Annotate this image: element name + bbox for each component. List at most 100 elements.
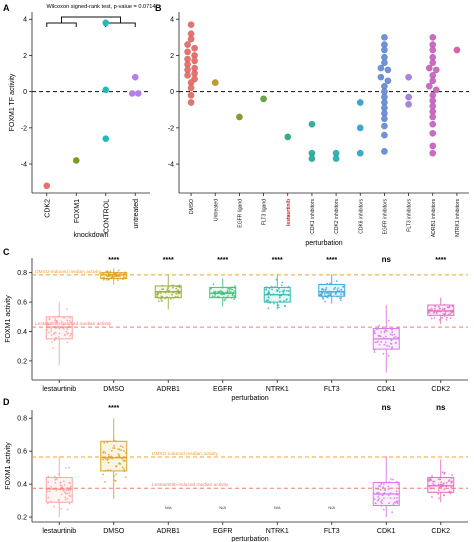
jitter-point-flt3 bbox=[324, 300, 326, 303]
jitter-point-lestaurtinib bbox=[66, 308, 68, 311]
jitter-point-lestaurtinib bbox=[66, 508, 69, 511]
jitter-point-dmso bbox=[102, 278, 105, 281]
jitter-point-ntrk1 bbox=[273, 302, 275, 305]
jitter-point-cdk1 bbox=[374, 502, 377, 505]
jitter-point-ntrk1 bbox=[267, 299, 270, 302]
jitter-point-cdk2 bbox=[449, 312, 452, 315]
jitter-point-cdk1 bbox=[374, 341, 377, 344]
jitter-point-ntrk1 bbox=[266, 293, 268, 296]
chart-title: Wilcoxon signed-rank test, p-value = 0.0… bbox=[47, 4, 156, 10]
jitter-point-cdk2 bbox=[432, 480, 434, 483]
jitter-point-cdk1 bbox=[387, 494, 390, 497]
jitter-point-cdk2 bbox=[450, 482, 453, 484]
jitter-point-lestaurtinib bbox=[68, 466, 70, 469]
jitter-point-flt3 bbox=[328, 294, 330, 297]
jitter-point-adrb1 bbox=[161, 296, 164, 299]
data-point-foxm1 bbox=[72, 157, 80, 164]
jitter-point-cdk1 bbox=[388, 481, 391, 484]
y-axis-label: FOXM1 TF activity bbox=[9, 73, 16, 131]
jitter-point-egfr bbox=[233, 286, 236, 289]
jitter-point-adrb1 bbox=[174, 296, 177, 298]
jitter-point-lestaurtinib bbox=[64, 498, 67, 501]
jitter-point-cdk1 bbox=[388, 502, 390, 505]
jitter-point-cdk1 bbox=[380, 504, 383, 507]
data-point-untreated bbox=[128, 90, 136, 97]
jitter-point-ntrk1 bbox=[265, 286, 268, 289]
x-tick-label: CDK2 bbox=[44, 199, 51, 218]
x-tick-label: FOXM1 bbox=[74, 199, 81, 223]
jitter-point-dmso bbox=[112, 447, 114, 449]
jitter-point-egfr bbox=[230, 291, 232, 294]
jitter-point-lestaurtinib bbox=[48, 318, 51, 321]
jitter-point-egfr bbox=[223, 293, 226, 296]
jitter-point-cdk1 bbox=[387, 485, 390, 488]
jitter-point-cdk1 bbox=[391, 328, 393, 331]
jitter-point-cdk2 bbox=[442, 485, 445, 487]
jitter-point-lestaurtinib bbox=[58, 501, 61, 504]
jitter-point-adrb1 bbox=[166, 288, 169, 291]
jitter-point-cdk2 bbox=[429, 308, 432, 311]
jitter-point-lestaurtinib bbox=[53, 339, 56, 342]
data-point-lestaurtinib bbox=[284, 133, 292, 141]
reference-label-dmso: DMSO-induced median activity bbox=[35, 269, 101, 275]
jitter-point-cdk1 bbox=[389, 333, 392, 336]
jitter-point-adrb1 bbox=[176, 295, 179, 298]
jitter-point-adrb1 bbox=[176, 290, 179, 293]
jitter-point-cdk2 bbox=[439, 485, 441, 488]
jitter-point-dmso bbox=[107, 271, 109, 274]
jitter-point-cdk1 bbox=[382, 508, 385, 511]
jitter-point-cdk2 bbox=[437, 497, 440, 500]
jitter-point-adrb1 bbox=[167, 285, 170, 288]
data-point-flt3-inhibitors bbox=[405, 93, 412, 101]
jitter-point-cdk2 bbox=[427, 478, 430, 481]
na-label: N/A bbox=[165, 505, 172, 510]
jitter-point-dmso bbox=[103, 276, 105, 279]
jitter-point-dmso bbox=[124, 476, 127, 479]
jitter-point-adrb1 bbox=[166, 296, 169, 299]
data-point-untreated bbox=[134, 90, 142, 97]
significance-label: **** bbox=[435, 257, 446, 264]
jitter-point-cdk1 bbox=[374, 332, 377, 335]
data-point-cdk1-inhibitors bbox=[308, 120, 316, 128]
jitter-point-cdk1 bbox=[380, 481, 383, 484]
bracket-top bbox=[61, 16, 121, 23]
jitter-point-lestaurtinib bbox=[50, 327, 53, 330]
jitter-point-lestaurtinib bbox=[52, 347, 55, 350]
significance-label: **** bbox=[326, 257, 337, 264]
jitter-point-cdk2 bbox=[445, 481, 448, 484]
jitter-point-dmso bbox=[102, 473, 104, 476]
jitter-point-cdk2 bbox=[446, 316, 448, 319]
jitter-point-egfr bbox=[213, 292, 216, 295]
y-tick-label: 2 bbox=[170, 53, 174, 60]
jitter-point-adrb1 bbox=[161, 300, 163, 302]
jitter-point-lestaurtinib bbox=[57, 473, 60, 476]
jitter-point-cdk1 bbox=[373, 498, 376, 501]
jitter-point-flt3 bbox=[336, 295, 339, 298]
jitter-point-cdk2 bbox=[437, 309, 439, 312]
x-tick-label: NTRK1 bbox=[266, 528, 289, 535]
jitter-point-adrb1 bbox=[170, 284, 173, 287]
panel-label: C bbox=[3, 247, 10, 257]
jitter-point-cdk2 bbox=[448, 490, 451, 493]
jitter-point-dmso bbox=[107, 278, 110, 281]
jitter-point-lestaurtinib bbox=[58, 327, 61, 330]
jitter-point-egfr bbox=[211, 295, 214, 298]
jitter-point-lestaurtinib bbox=[66, 328, 69, 330]
jitter-point-cdk1 bbox=[383, 343, 386, 346]
data-point-ntrk1-inhibitors bbox=[453, 46, 461, 54]
x-tick-label: lestaurtinib bbox=[42, 386, 76, 393]
x-tick-label: FLT3 inhibitors bbox=[407, 199, 413, 232]
jitter-point-cdk1 bbox=[397, 336, 400, 339]
jitter-point-lestaurtinib bbox=[68, 481, 71, 484]
jitter-point-cdk2 bbox=[431, 475, 433, 478]
jitter-point-lestaurtinib bbox=[63, 484, 66, 486]
jitter-point-flt3 bbox=[338, 297, 341, 300]
jitter-point-cdk1 bbox=[379, 485, 382, 487]
jitter-point-cdk2 bbox=[430, 307, 433, 310]
jitter-point-dmso bbox=[103, 441, 106, 444]
jitter-point-dmso bbox=[114, 271, 117, 274]
jitter-point-flt3 bbox=[326, 290, 329, 293]
na-label: N/A bbox=[219, 505, 226, 510]
significance-label: **** bbox=[108, 405, 119, 412]
